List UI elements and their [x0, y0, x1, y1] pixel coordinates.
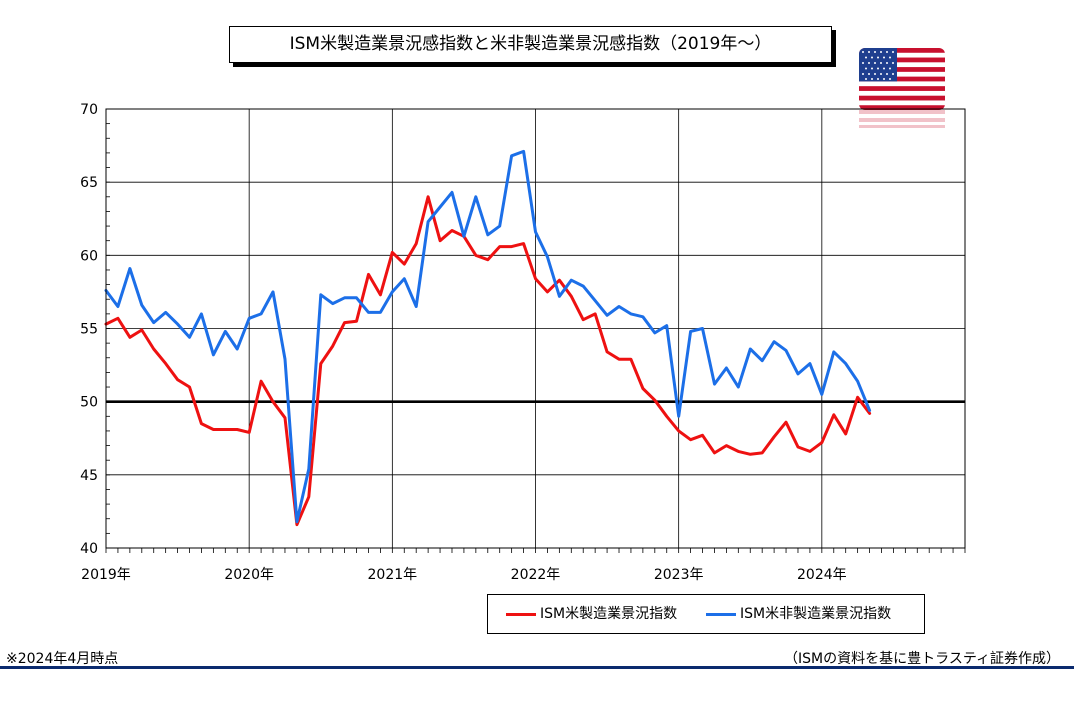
grid — [105, 108, 966, 549]
x-tick-label: 2022年 — [511, 567, 561, 583]
y-tick-label: 70 — [80, 102, 98, 118]
legend-item-manufacturing: ISM米製造業景況指数 — [506, 595, 677, 633]
series-manufacturing — [104, 195, 872, 527]
legend-swatch-non-manufacturing — [706, 612, 736, 616]
series-lines — [104, 149, 872, 527]
axes — [105, 108, 966, 553]
y-tick-label: 50 — [80, 395, 98, 411]
y-tick-label: 40 — [80, 541, 98, 557]
tick-labels: 40 45 50 55 60 65 70 2019年 2020年 2021年 2022年 2023年 2… — [80, 102, 846, 583]
x-tick-label: 2024年 — [797, 567, 847, 583]
y-tick-label: 65 — [80, 175, 98, 191]
chart-title: ISM米製造業景況感指数と米非製造業景況感指数（2019年～） — [229, 26, 832, 63]
x-tick-label: 2020年 — [224, 567, 274, 583]
y-tick-label: 60 — [80, 248, 98, 264]
bottom-rule — [0, 666, 1074, 669]
x-tick-label: 2019年 — [81, 567, 131, 583]
x-tick-label: 2023年 — [654, 567, 704, 583]
legend-item-non-manufacturing: ISM米非製造業景況指数 — [706, 595, 891, 633]
footnote: ※2024年4月時点 — [6, 651, 119, 667]
us-flag-icon — [859, 48, 945, 110]
legend-label-non-manufacturing: ISM米非製造業景況指数 — [740, 606, 892, 622]
source-note: （ISMの資料を基に豊トラスティ証券作成） — [784, 651, 1060, 667]
legend-label-manufacturing: ISM米製造業景況指数 — [540, 606, 678, 622]
series-non-manufacturing — [104, 149, 872, 524]
legend-swatch-manufacturing — [506, 612, 536, 616]
y-tick-label: 45 — [80, 468, 98, 484]
x-tick-label: 2021年 — [368, 567, 418, 583]
plot-frame — [105, 108, 966, 549]
flag-reflection — [859, 110, 945, 128]
legend: ISM米製造業景況指数 ISM米非製造業景況指数 — [487, 594, 925, 634]
y-tick-label: 55 — [80, 322, 98, 338]
